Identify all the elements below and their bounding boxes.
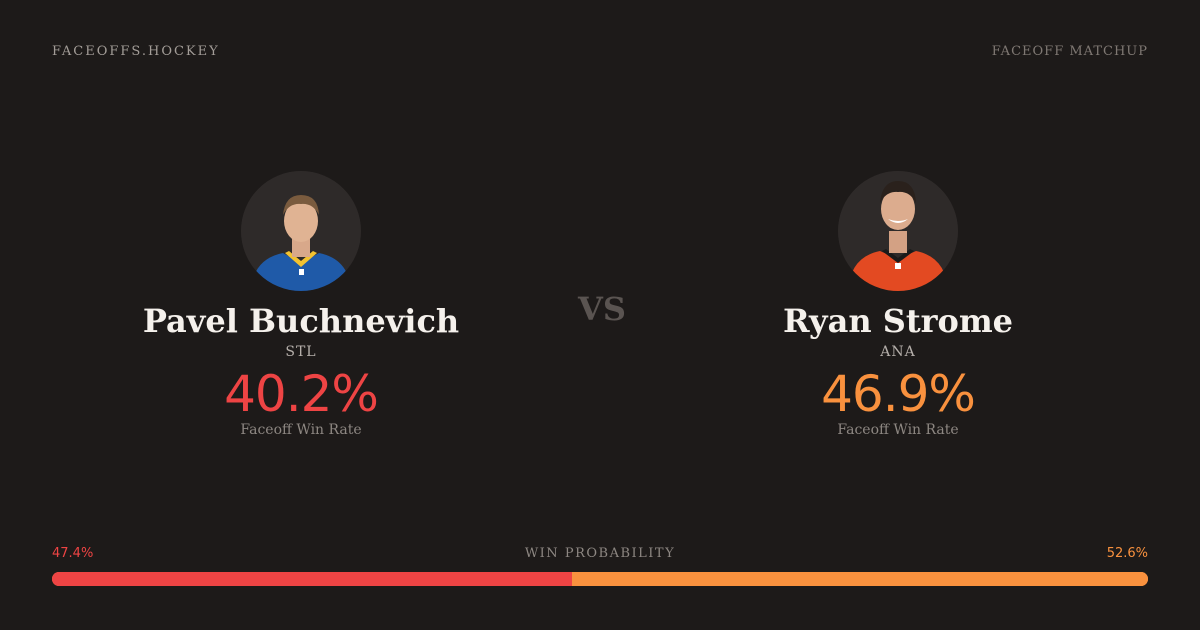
win-probability-bar-right <box>571 572 1148 586</box>
player-avatar-right <box>838 171 958 291</box>
faceoff-win-rate-label: Faceoff Win Rate <box>837 422 959 438</box>
page-label: FACEOFF MATCHUP <box>991 44 1148 59</box>
player-card-left: Pavel Buchnevich STL 40.2% Faceoff Win R… <box>101 171 501 438</box>
site-brand: FACEOFFS.HOCKEY <box>52 44 220 59</box>
win-probability-bar <box>52 572 1148 586</box>
faceoff-win-rate-label: Faceoff Win Rate <box>240 422 362 438</box>
player-name: Pavel Buchnevich <box>142 302 460 340</box>
player-avatar-left <box>241 171 361 291</box>
player-team: STL <box>285 344 317 360</box>
faceoff-win-rate: 40.2% <box>224 365 379 423</box>
win-probability-right: 52.6% <box>1106 546 1148 561</box>
vs-label: VS <box>578 290 626 328</box>
win-probability-bar-left <box>52 572 572 586</box>
win-probability-left: 47.4% <box>52 546 94 561</box>
faceoff-win-rate: 46.9% <box>821 365 976 423</box>
player-team: ANA <box>880 344 916 360</box>
player-name: Ryan Strome <box>782 302 1014 340</box>
player-card-right: Ryan Strome ANA 46.9% Faceoff Win Rate <box>698 171 1098 438</box>
win-probability-title: WIN PROBABILITY <box>524 546 676 561</box>
